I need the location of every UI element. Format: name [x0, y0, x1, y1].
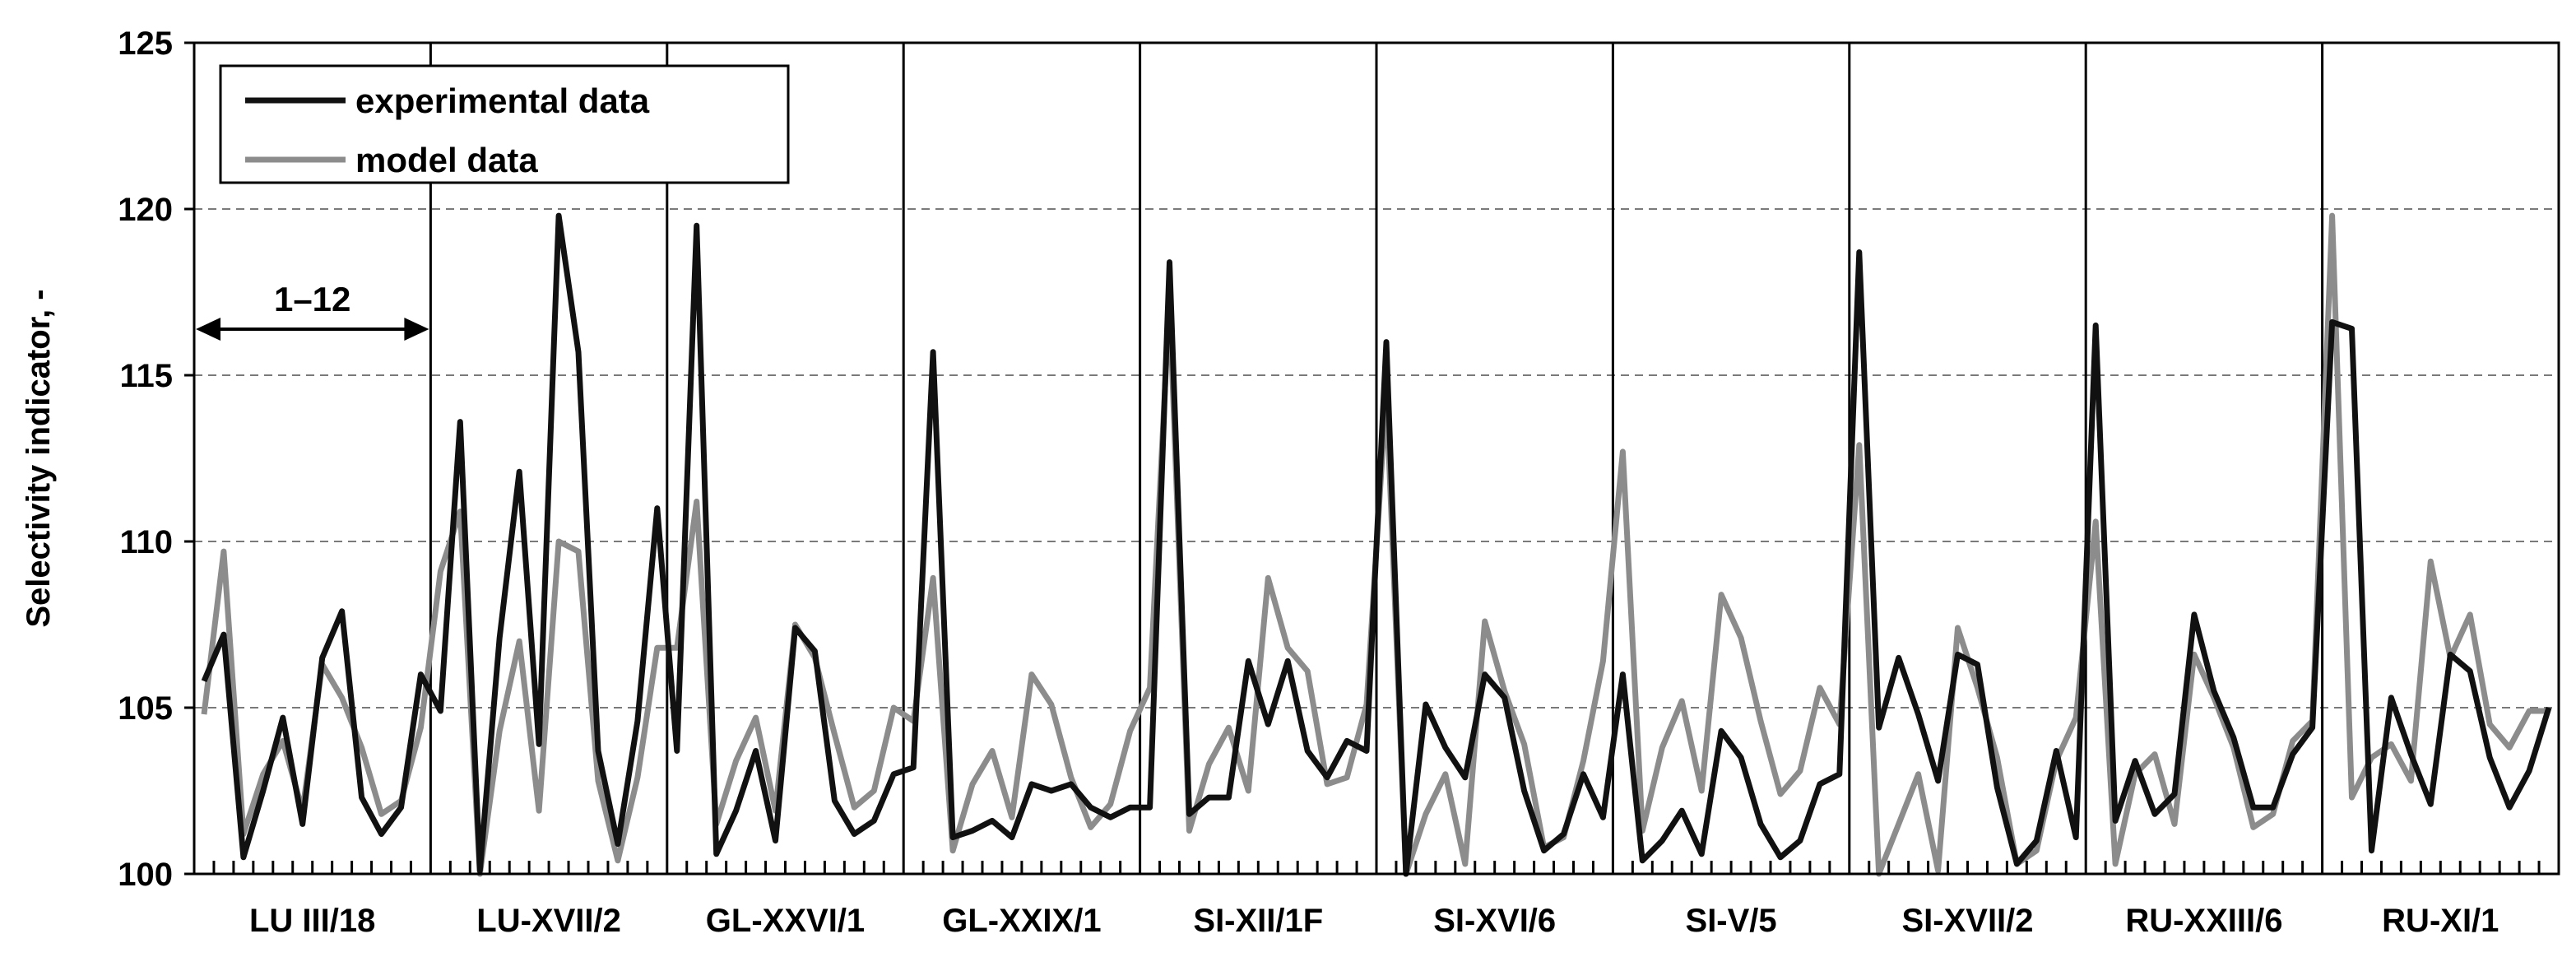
- legend-label-experimental: experimental data: [355, 81, 650, 120]
- y-axis: 100 105 110 115 120 125: [118, 26, 194, 893]
- y-tick-label: 105: [118, 690, 173, 727]
- y-axis-title: Selectivity indicator, -: [21, 289, 57, 627]
- arrow-left-icon: [196, 318, 220, 341]
- arrow-right-icon: [404, 318, 429, 341]
- group-span-annotation: 1–12: [196, 280, 429, 341]
- y-tick-label: 125: [118, 26, 173, 62]
- group-label: SI-XVII/2: [1901, 903, 2033, 939]
- y-tick-label: 110: [119, 524, 173, 560]
- y-tick-label: 120: [118, 192, 173, 228]
- group-label: LU-XVII/2: [476, 903, 621, 939]
- group-label: GL-XXIX/1: [942, 903, 1101, 939]
- group-label: LU III/18: [249, 903, 375, 939]
- legend: experimental data model data: [220, 66, 788, 183]
- legend-label-model: model data: [355, 141, 538, 179]
- group-label: RU-XI/1: [2382, 903, 2499, 939]
- y-tick-label: 100: [118, 857, 173, 893]
- y-tick-label: 115: [119, 358, 173, 394]
- group-label: SI-V/5: [1686, 903, 1777, 939]
- group-label: SI-XVI/6: [1433, 903, 1556, 939]
- group-span-label: 1–12: [274, 280, 350, 318]
- x-axis-group-labels: LU III/18 LU-XVII/2 GL-XXVI/1 GL-XXIX/1 SI-X…: [249, 903, 2499, 939]
- group-label: GL-XXVI/1: [706, 903, 865, 939]
- group-label: SI-XII/1F: [1193, 903, 1323, 939]
- group-label: RU-XXIII/6: [2125, 903, 2282, 939]
